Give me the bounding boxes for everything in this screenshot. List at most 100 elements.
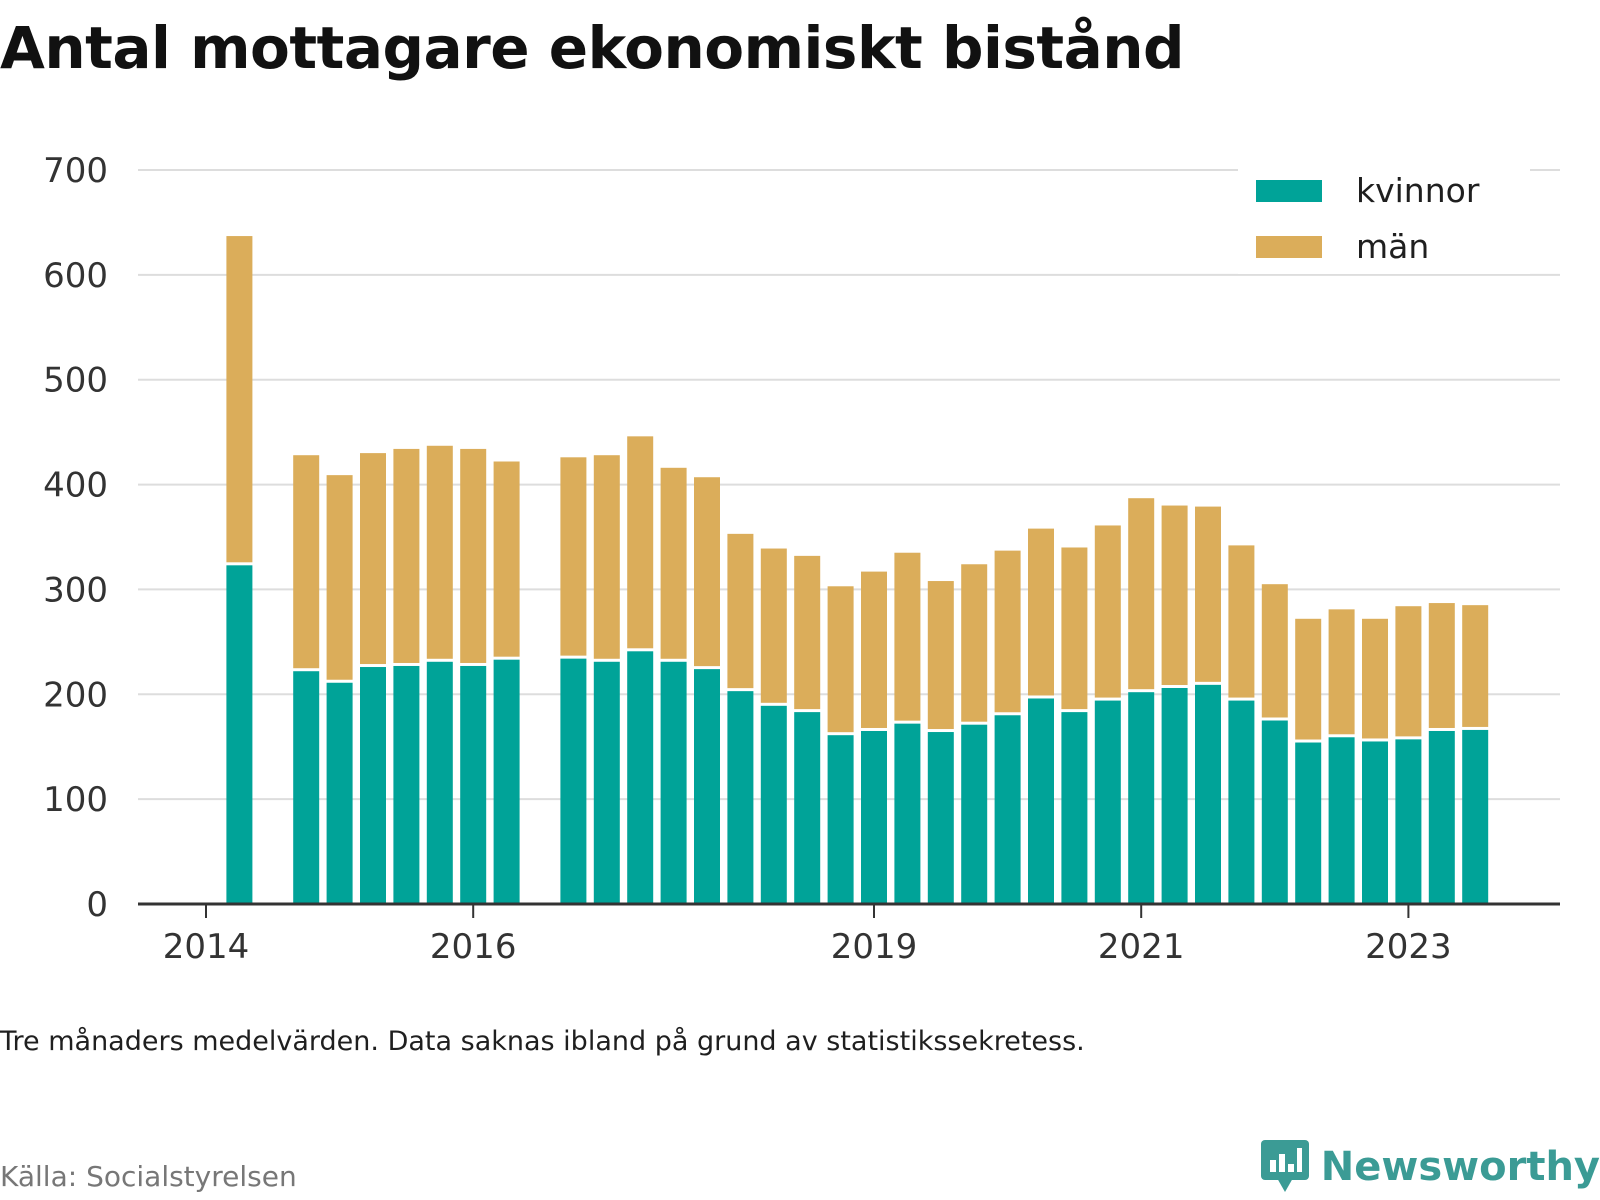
x-tick-label: 2021 — [1098, 927, 1185, 967]
x-tick-label: 2014 — [163, 927, 250, 967]
bar-kvinnor — [1295, 742, 1322, 904]
bar-kvinnor — [1061, 712, 1088, 904]
bar-kvinnor — [961, 724, 988, 904]
bar-kvinnor — [1028, 698, 1054, 904]
bar-man — [1094, 525, 1121, 698]
bar-kvinnor — [360, 667, 386, 904]
bar-kvinnor — [460, 665, 487, 904]
newsworthy-logo-icon — [1260, 1140, 1309, 1192]
y-tick-label: 100 — [43, 780, 108, 820]
bar-kvinnor — [1094, 700, 1121, 904]
bar-kvinnor — [1395, 739, 1422, 904]
bar-man — [1195, 506, 1221, 682]
bar-kvinnor — [426, 661, 453, 904]
y-tick-label: 0 — [86, 885, 108, 925]
y-tick-label: 400 — [43, 466, 108, 506]
bar-kvinnor — [1428, 730, 1455, 904]
bar-man — [760, 548, 787, 703]
bar-man — [894, 552, 921, 721]
bar-man — [994, 550, 1021, 713]
bar-kvinnor — [694, 669, 720, 904]
bar-man — [293, 455, 320, 669]
bar-man — [1261, 584, 1288, 718]
bar-kvinnor — [827, 735, 854, 904]
bar-man — [1028, 528, 1054, 696]
bar-kvinnor — [727, 691, 754, 904]
bar-man — [593, 455, 620, 659]
legend-swatch-man — [1256, 236, 1322, 258]
bar-kvinnor — [1362, 741, 1388, 904]
y-tick-label: 300 — [43, 570, 108, 610]
legend: kvinnor män — [1238, 162, 1530, 274]
bar-man — [1061, 547, 1088, 710]
bar-kvinnor — [393, 665, 420, 904]
bar-kvinnor — [560, 658, 587, 904]
bar-kvinnor — [1161, 687, 1188, 904]
bar-kvinnor — [627, 651, 654, 904]
bar-kvinnor — [660, 661, 687, 904]
bar-kvinnor — [326, 682, 353, 904]
y-tick-label: 700 — [43, 151, 108, 191]
bar-man — [1161, 505, 1188, 685]
source-label: Källa: Socialstyrelsen — [0, 1160, 297, 1193]
bar-kvinnor — [226, 565, 253, 904]
y-tick-label: 600 — [43, 256, 108, 296]
bar-kvinnor — [894, 723, 921, 904]
bar-kvinnor — [1128, 692, 1155, 904]
bar-kvinnor — [293, 671, 320, 904]
y-tick-label: 200 — [43, 675, 108, 715]
bar-kvinnor — [1195, 684, 1221, 904]
bar-man — [560, 457, 587, 656]
bar-man — [1462, 605, 1489, 727]
x-tick-label: 2016 — [430, 927, 517, 967]
bar-man — [460, 448, 487, 663]
bar-kvinnor — [1261, 720, 1288, 904]
x-tick-label: 2019 — [831, 927, 918, 967]
bar-man — [927, 581, 954, 730]
legend-swatch-kvinnor — [1256, 180, 1322, 202]
bar-kvinnor — [861, 730, 887, 904]
bar-kvinnor — [1328, 737, 1355, 904]
legend-label-kvinnor: kvinnor — [1356, 171, 1480, 210]
bar-man — [360, 453, 386, 665]
bar-man — [1328, 609, 1355, 735]
bar-man — [727, 533, 754, 689]
y-axis-ticks: 0 100 200 300 400 500 600 700 — [43, 151, 108, 925]
bar-man — [326, 475, 353, 680]
bar-man — [393, 448, 420, 663]
bar-man — [861, 571, 887, 728]
brand-name: Newsworthy — [1320, 1144, 1600, 1190]
bar-man — [827, 586, 854, 733]
bar-kvinnor — [1462, 729, 1489, 904]
legend-label-man: män — [1356, 227, 1429, 266]
x-axis-ticks: 2014 2016 2019 2021 2023 — [163, 904, 1452, 967]
bar-man — [961, 564, 988, 722]
bar-man — [660, 467, 687, 659]
bar-man — [794, 555, 821, 710]
bar-kvinnor — [760, 705, 787, 904]
bar-man — [1295, 618, 1322, 740]
bar-man — [226, 236, 253, 563]
bar-man — [426, 445, 453, 659]
bar-man — [1395, 606, 1422, 737]
bar-kvinnor — [927, 732, 954, 904]
bar-man — [627, 436, 654, 649]
bar-kvinnor — [593, 661, 620, 904]
bar-man — [1128, 498, 1155, 690]
bar-man — [1362, 618, 1388, 739]
bar-man — [493, 461, 520, 657]
chart-note: Tre månaders medelvärden. Data saknas ib… — [0, 1026, 1085, 1057]
bar-kvinnor — [794, 712, 821, 904]
bar-man — [1228, 545, 1255, 698]
bar-man — [694, 477, 720, 667]
bar-kvinnor — [1228, 700, 1255, 904]
bar-man — [1428, 603, 1455, 728]
bar-kvinnor — [493, 659, 520, 904]
chart-title: Antal mottagare ekonomiskt bistånd — [0, 14, 1185, 82]
bar-kvinnor — [994, 715, 1021, 904]
x-tick-label: 2023 — [1365, 927, 1452, 967]
y-tick-label: 500 — [43, 361, 108, 401]
bars — [226, 236, 1489, 904]
brand-logo[interactable]: Newsworthy — [1260, 1140, 1600, 1194]
